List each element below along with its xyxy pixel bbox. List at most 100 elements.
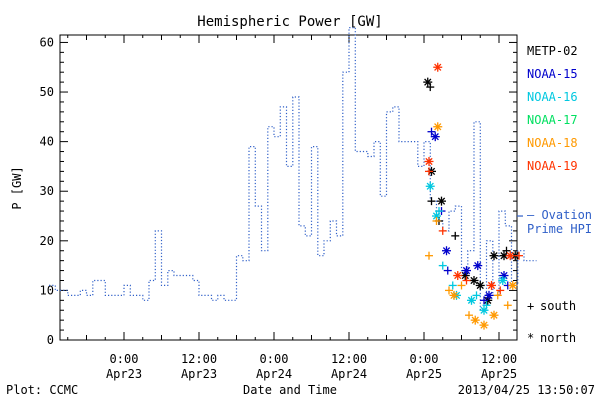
south-pass-marker — [427, 197, 436, 206]
marker-stroke — [499, 276, 507, 285]
marker-stroke — [487, 281, 496, 290]
legend-satellite-label: NOAA-16 — [527, 90, 578, 104]
y-tick-label: 60 — [40, 35, 54, 49]
south-pass-marker — [425, 167, 433, 176]
marker-stroke — [474, 261, 482, 270]
north-pass-marker — [469, 275, 479, 285]
legend-south-symbol: + — [527, 299, 534, 313]
legend-satellite-label: METP-02 — [527, 44, 578, 58]
marker-stroke — [461, 271, 469, 280]
legend-satellite-label: NOAA-17 — [527, 113, 578, 127]
ovation-hpi-line — [49, 27, 537, 311]
south-pass-marker — [432, 216, 441, 225]
south-pass-marker — [472, 291, 481, 300]
x-tick-date-label: Apr23 — [181, 367, 217, 381]
marker-stroke — [437, 197, 446, 205]
x-tick-date-label: Apr23 — [106, 367, 142, 381]
marker-stroke — [426, 182, 434, 190]
chart-title: Hemispheric Power [GW] — [197, 14, 382, 30]
marker-stroke — [490, 311, 498, 319]
south-pass-marker — [448, 281, 457, 290]
north-pass-marker — [489, 310, 499, 320]
marker-stroke — [480, 306, 488, 314]
x-tick-time-label: 0:00 — [260, 352, 289, 366]
x-tick-date-label: Apr25 — [481, 367, 517, 381]
marker-stroke — [500, 271, 508, 280]
north-pass-marker — [462, 266, 471, 276]
y-tick-label: 40 — [40, 135, 54, 149]
north-pass-marker — [473, 261, 483, 271]
north-pass-marker — [433, 62, 443, 72]
marker-stroke — [425, 157, 433, 166]
north-pass-marker — [433, 122, 443, 132]
south-pass-marker — [457, 281, 466, 290]
south-pass-marker — [443, 266, 452, 275]
north-pass-marker — [475, 280, 485, 290]
timestamp: 2013/04/25 13:50:07 — [458, 383, 595, 397]
x-tick-time-label: 12:00 — [181, 352, 217, 366]
north-pass-marker — [470, 315, 480, 325]
legend-ovation-label: Prime HPI — [527, 222, 592, 236]
north-pass-marker — [487, 280, 496, 290]
marker-stroke — [470, 276, 478, 285]
north-pass-marker — [505, 251, 515, 261]
marker-stroke — [434, 63, 442, 71]
x-tick-time-label: 12:00 — [481, 352, 517, 366]
y-tick-label: 10 — [40, 283, 54, 297]
x-tick-date-label: Apr24 — [256, 367, 292, 381]
north-pass-marker — [449, 290, 459, 300]
plot-frame — [59, 34, 518, 341]
marker-stroke — [476, 281, 484, 290]
north-pass-marker — [430, 132, 440, 142]
north-pass-marker — [424, 156, 434, 166]
marker-stroke — [480, 321, 488, 329]
north-pass-marker — [498, 275, 508, 285]
legend-north-symbol: * — [527, 331, 534, 345]
y-axis: 0 10 20 30 40 50 60 — [40, 35, 517, 347]
legend-ovation-label: — Ovation — [527, 208, 592, 222]
marker-stroke — [442, 247, 451, 255]
marker-stroke — [506, 252, 514, 260]
south-pass-marker — [515, 251, 523, 260]
south-pass-marker — [493, 291, 502, 300]
y-tick-label: 20 — [40, 234, 54, 248]
legend-satellite-label: NOAA-19 — [527, 159, 578, 173]
marker-stroke — [431, 133, 439, 141]
south-pass-marker — [425, 251, 433, 260]
north-pass-marker — [484, 290, 494, 300]
south-pass-marker — [503, 301, 512, 310]
north-pass-marker — [508, 280, 518, 290]
south-pass-marker — [427, 127, 436, 136]
marker-stroke — [462, 266, 471, 275]
marker-stroke — [454, 271, 462, 280]
plot-credit: Plot: CCMC — [6, 383, 78, 397]
marker-stroke — [424, 78, 432, 86]
y-axis-label: P [GW] — [10, 166, 24, 209]
south-pass-marker — [465, 311, 473, 320]
north-pass-marker — [453, 271, 463, 281]
north-pass-marker — [437, 196, 446, 206]
x-tick-time-label: 12:00 — [331, 352, 367, 366]
south-pass-marker — [462, 276, 471, 285]
marker-stroke — [490, 252, 498, 260]
north-pass-marker — [479, 320, 489, 330]
y-tick-label: 0 — [47, 333, 54, 347]
legend-south-label: south — [540, 299, 576, 313]
marker-stroke — [509, 281, 517, 290]
south-pass-marker — [451, 231, 460, 240]
series-layer — [49, 27, 537, 330]
marker-stroke — [434, 123, 442, 131]
x-tick-date-label: Apr25 — [406, 367, 442, 381]
north-pass-marker — [423, 77, 433, 87]
marker-stroke — [471, 316, 479, 324]
legend: METP-02 NOAA-15 NOAA-16 NOAA-17 NOAA-18 NOAA-… — [527, 44, 592, 345]
marker-stroke — [500, 252, 508, 260]
south-pass-marker — [496, 286, 505, 295]
legend-satellite-label: NOAA-15 — [527, 67, 578, 81]
legend-satellite-label: NOAA-18 — [527, 136, 578, 150]
x-tick-time-label: 0:00 — [410, 352, 439, 366]
north-pass-marker — [467, 295, 476, 305]
x-axis-label: Date and Time — [243, 383, 337, 397]
y-tick-label: 30 — [40, 184, 54, 198]
